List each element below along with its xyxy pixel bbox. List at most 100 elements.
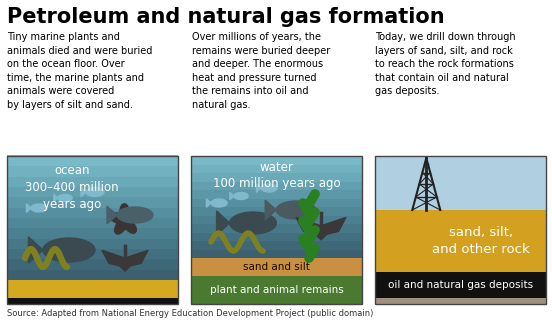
Bar (191, 198, 362, 207)
Bar (191, 258, 362, 276)
Bar (7, 228, 178, 239)
Polygon shape (123, 220, 125, 231)
Polygon shape (28, 237, 43, 263)
Polygon shape (276, 201, 316, 219)
Bar (375, 210, 546, 272)
Polygon shape (115, 213, 125, 220)
Polygon shape (125, 220, 134, 223)
Polygon shape (296, 217, 346, 240)
Polygon shape (125, 209, 129, 220)
Bar (7, 238, 178, 249)
Polygon shape (125, 220, 137, 230)
Polygon shape (115, 220, 125, 234)
Polygon shape (125, 220, 136, 221)
Text: sand and silt: sand and silt (243, 262, 310, 272)
Bar (191, 232, 362, 241)
Bar (191, 206, 362, 215)
Polygon shape (115, 220, 125, 223)
Polygon shape (120, 206, 125, 220)
Bar (7, 197, 178, 208)
Polygon shape (107, 206, 117, 224)
Polygon shape (125, 212, 135, 220)
Polygon shape (125, 220, 136, 233)
Polygon shape (121, 205, 125, 220)
Bar (7, 207, 178, 218)
Polygon shape (43, 238, 95, 262)
Polygon shape (114, 220, 125, 232)
Text: water
100 million years ago: water 100 million years ago (213, 161, 341, 190)
Polygon shape (211, 199, 227, 207)
Polygon shape (119, 212, 125, 220)
Polygon shape (216, 211, 230, 235)
Polygon shape (111, 213, 125, 220)
Polygon shape (113, 213, 125, 220)
Polygon shape (112, 219, 125, 221)
Polygon shape (125, 207, 129, 220)
Polygon shape (125, 217, 139, 220)
Polygon shape (125, 220, 126, 229)
Bar (191, 172, 362, 182)
Polygon shape (125, 204, 126, 220)
Text: Over millions of years, the
remains were buried deeper
and deeper. The enormous
: Over millions of years, the remains were… (192, 32, 330, 110)
Polygon shape (115, 220, 125, 228)
Polygon shape (118, 213, 125, 220)
Polygon shape (120, 211, 125, 220)
Bar (375, 156, 546, 210)
Bar (375, 156, 546, 304)
Polygon shape (109, 216, 125, 220)
Text: oil and natural gas deposits: oil and natural gas deposits (388, 280, 533, 290)
Bar (7, 269, 178, 280)
Polygon shape (54, 194, 58, 202)
Bar (191, 164, 362, 173)
Bar (7, 280, 178, 298)
Polygon shape (256, 184, 261, 192)
Bar (7, 259, 178, 270)
Polygon shape (58, 195, 72, 201)
Polygon shape (31, 204, 47, 212)
Polygon shape (117, 207, 153, 223)
Polygon shape (125, 220, 134, 224)
Polygon shape (116, 220, 125, 226)
Polygon shape (120, 209, 125, 220)
Bar (375, 298, 546, 304)
Polygon shape (124, 220, 125, 230)
Bar (7, 217, 178, 228)
Polygon shape (26, 204, 31, 213)
Text: plant and animal remains: plant and animal remains (210, 285, 343, 295)
Polygon shape (116, 220, 125, 234)
Text: sand, silt,
and other rock: sand, silt, and other rock (432, 226, 530, 256)
Bar (191, 241, 362, 249)
Text: ocean
300–400 million
years ago: ocean 300–400 million years ago (25, 164, 119, 211)
Bar (7, 166, 178, 177)
Polygon shape (206, 199, 211, 207)
Polygon shape (120, 220, 125, 233)
Polygon shape (102, 250, 148, 271)
Polygon shape (125, 205, 128, 220)
Polygon shape (110, 217, 125, 220)
Bar (7, 248, 178, 259)
Bar (191, 189, 362, 199)
Bar (7, 298, 178, 304)
Polygon shape (261, 184, 277, 192)
Polygon shape (125, 220, 134, 222)
Bar (191, 181, 362, 190)
Bar (7, 156, 178, 304)
Polygon shape (125, 220, 128, 230)
Polygon shape (123, 204, 125, 220)
Polygon shape (125, 211, 130, 220)
Polygon shape (234, 192, 248, 200)
Bar (191, 215, 362, 224)
Polygon shape (125, 212, 139, 220)
Polygon shape (125, 212, 133, 220)
Polygon shape (125, 215, 140, 220)
Polygon shape (125, 220, 132, 233)
Bar (375, 272, 546, 298)
Polygon shape (116, 220, 125, 223)
Polygon shape (125, 220, 130, 232)
Polygon shape (125, 220, 136, 228)
Polygon shape (125, 219, 137, 220)
Polygon shape (230, 212, 277, 234)
Polygon shape (125, 220, 134, 234)
Polygon shape (81, 187, 86, 197)
Polygon shape (116, 220, 125, 224)
